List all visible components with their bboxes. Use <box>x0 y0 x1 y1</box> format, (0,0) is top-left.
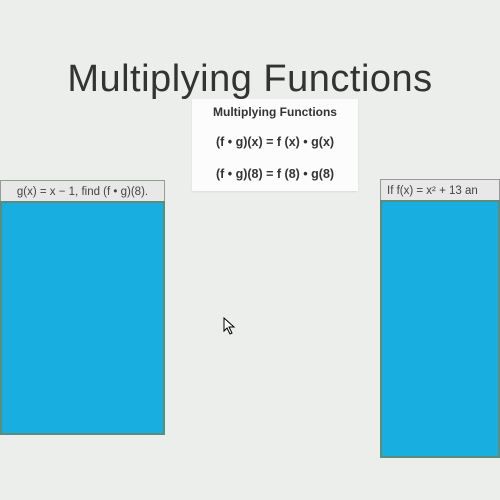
equation-rule-1: (f • g)(x) = f (x) • g(x) <box>196 135 354 149</box>
left-problem-header: g(x) = x − 1, find (f • g)(8). <box>0 180 165 202</box>
left-answer-box <box>0 201 165 435</box>
right-problem-header: If f(x) = x² + 13 an <box>380 179 500 201</box>
equation-rule-2: (f • g)(8) = f (8) • g(8) <box>196 167 354 181</box>
page-title: Multiplying Functions <box>0 58 500 101</box>
mouse-cursor-icon <box>223 317 237 337</box>
right-answer-box <box>380 200 500 458</box>
equations-panel: Multiplying Functions (f • g)(x) = f (x)… <box>192 99 358 191</box>
equations-heading: Multiplying Functions <box>196 105 354 119</box>
